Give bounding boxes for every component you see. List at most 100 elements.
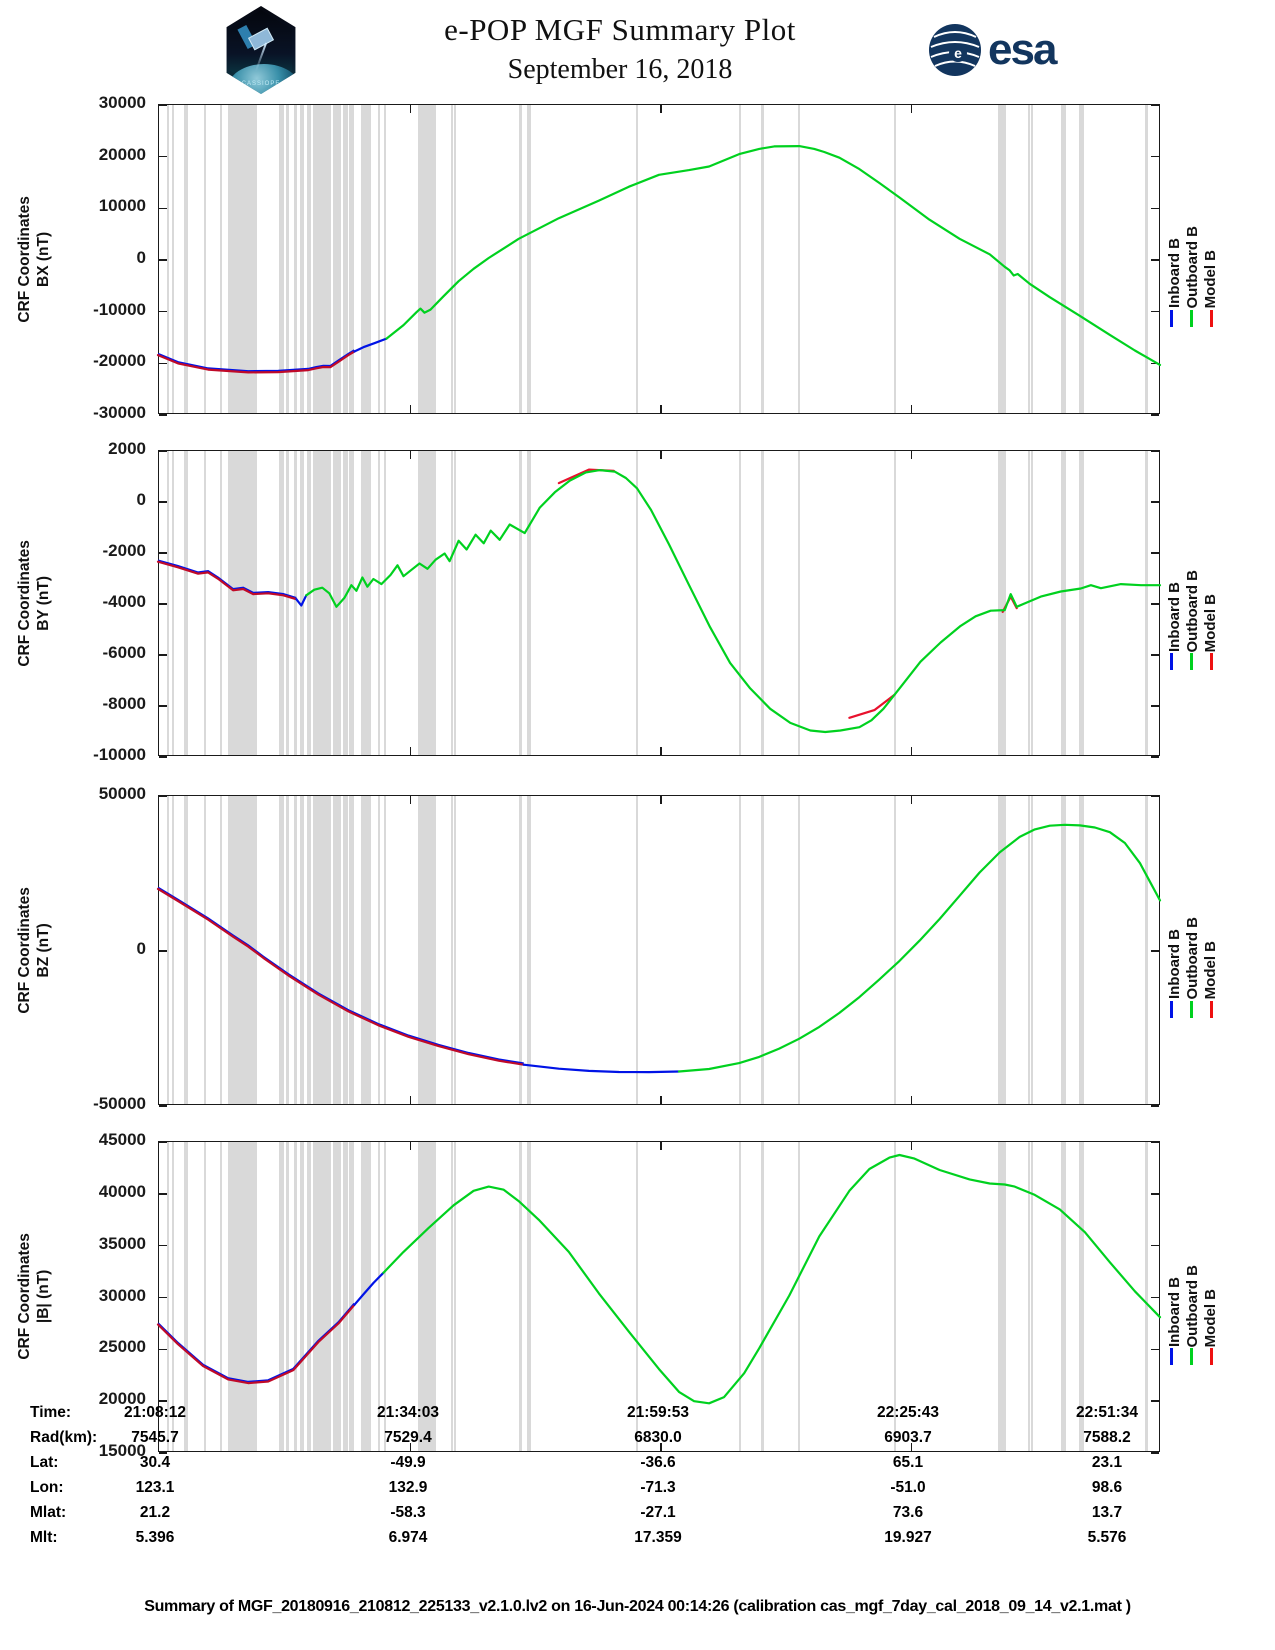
legend-label: Inboard B (1166, 582, 1183, 652)
y-tick (159, 259, 167, 261)
data-gap-band (378, 451, 380, 755)
legend-label: Inboard B (1166, 929, 1183, 999)
data-gap-band (1061, 796, 1066, 1104)
y-tick (159, 1296, 167, 1299)
data-gap-band (300, 796, 304, 1104)
title-block: e-POP MGF Summary Plot September 16, 201… (330, 12, 910, 86)
data-gap-band (798, 1142, 800, 1451)
series-inboard-underlay (157, 1302, 356, 1384)
x-tick (910, 1443, 912, 1451)
y-axis-label-text: CRF Coordinates BZ (nT) (15, 887, 54, 1014)
series-inboard (522, 1063, 681, 1074)
y-tick (159, 414, 167, 416)
table-row-label: Lon: (30, 1479, 64, 1496)
series-model+inboard (156, 887, 525, 1066)
x-tick (660, 796, 662, 804)
legend-label: Outboard B (1184, 569, 1201, 653)
data-gap-band (300, 105, 304, 413)
data-gap-band (294, 796, 297, 1104)
legend-marker (1170, 310, 1173, 327)
y-tick (159, 552, 167, 554)
data-gap-band (1031, 451, 1033, 755)
data-gap-band (1079, 105, 1084, 413)
x-tick (660, 1096, 662, 1104)
curve-canvas (156, 1153, 1162, 1405)
x-tick (660, 747, 662, 755)
y-tick-label: 30000 (98, 93, 146, 112)
data-gap-band (220, 1142, 222, 1451)
data-gap-band (418, 1142, 436, 1451)
data-gap-band (184, 451, 189, 755)
y-tick (1151, 1193, 1159, 1195)
series-inboard (353, 337, 388, 353)
legend-label: Outboard B (1184, 225, 1201, 309)
data-gap-band (1028, 796, 1030, 1104)
data-gap-band (279, 451, 284, 755)
table-cell: 23.1 (1091, 1454, 1123, 1471)
y-tick (1151, 1400, 1159, 1402)
data-gap-band (172, 796, 174, 1104)
data-gap-band (378, 105, 380, 413)
x-tick (910, 405, 912, 413)
data-gap-band (204, 105, 206, 413)
x-tick (660, 451, 662, 459)
series-outboard (385, 144, 1162, 366)
data-gap-band (307, 105, 311, 413)
series-inboard (353, 1271, 385, 1306)
x-tick (660, 105, 662, 113)
data-gap-band (636, 1142, 639, 1451)
data-gap-band (1028, 451, 1030, 755)
y-tick (159, 795, 167, 797)
y-tick (159, 950, 167, 952)
data-gap-band (1079, 796, 1084, 1104)
table-cell: 6830.0 (634, 1429, 682, 1446)
x-tick (409, 451, 411, 459)
y-tick (159, 1141, 167, 1143)
data-gap-band (739, 796, 742, 1104)
table-cell: 7588.2 (1083, 1429, 1131, 1446)
data-gap-band (527, 1142, 531, 1451)
y-tick (159, 104, 167, 106)
data-gap-band (798, 105, 800, 413)
data-gap-band (294, 1142, 297, 1451)
data-gap-band (204, 796, 206, 1104)
y-tick-label: -50000 (93, 1094, 146, 1113)
plot-panel-BXnT (158, 104, 1160, 416)
data-gap-band (349, 796, 354, 1104)
data-gap-band (998, 1142, 1006, 1451)
table-cell: -49.9 (390, 1454, 426, 1471)
table-cell: -51.0 (890, 1479, 926, 1496)
y-tick-label: -2000 (102, 541, 146, 560)
data-gap-band (454, 1142, 456, 1451)
y-tick-label: -8000 (102, 694, 146, 713)
data-gap-band (343, 796, 348, 1104)
data-gap-band (220, 796, 222, 1104)
y-tick (159, 1105, 167, 1107)
data-gap-band (307, 451, 311, 755)
y-tick-label: 0 (136, 939, 146, 958)
y-tick (1151, 1348, 1159, 1351)
series-model+inboard (156, 350, 356, 374)
data-gap-band (418, 451, 436, 755)
data-gap-band (894, 105, 896, 413)
y-tick (159, 1452, 167, 1454)
data-gap-band (286, 451, 289, 755)
y-tick-label: -10000 (93, 745, 146, 764)
legend-2: Inboard B Outboard B Model B (1166, 838, 1219, 1000)
table-cell: 6.974 (388, 1529, 428, 1546)
data-gap-band (519, 451, 522, 755)
legend-marker (1170, 1348, 1173, 1365)
data-gap-band (172, 1142, 174, 1451)
data-gap-band (361, 451, 371, 755)
y-tick (159, 756, 167, 758)
table-cell: 30.4 (139, 1454, 171, 1471)
table-cell: 65.1 (892, 1454, 924, 1471)
y-tick-label: 0 (136, 248, 146, 267)
data-gap-band (172, 105, 174, 413)
y-tick (1151, 259, 1159, 261)
table-cell: 6903.7 (884, 1429, 932, 1446)
data-gap-band (184, 105, 189, 413)
footer-summary: Summary of MGF_20180916_210812_225133_v2… (144, 1598, 1131, 1615)
data-gap-band (527, 105, 531, 413)
data-gap-band (761, 1142, 764, 1451)
